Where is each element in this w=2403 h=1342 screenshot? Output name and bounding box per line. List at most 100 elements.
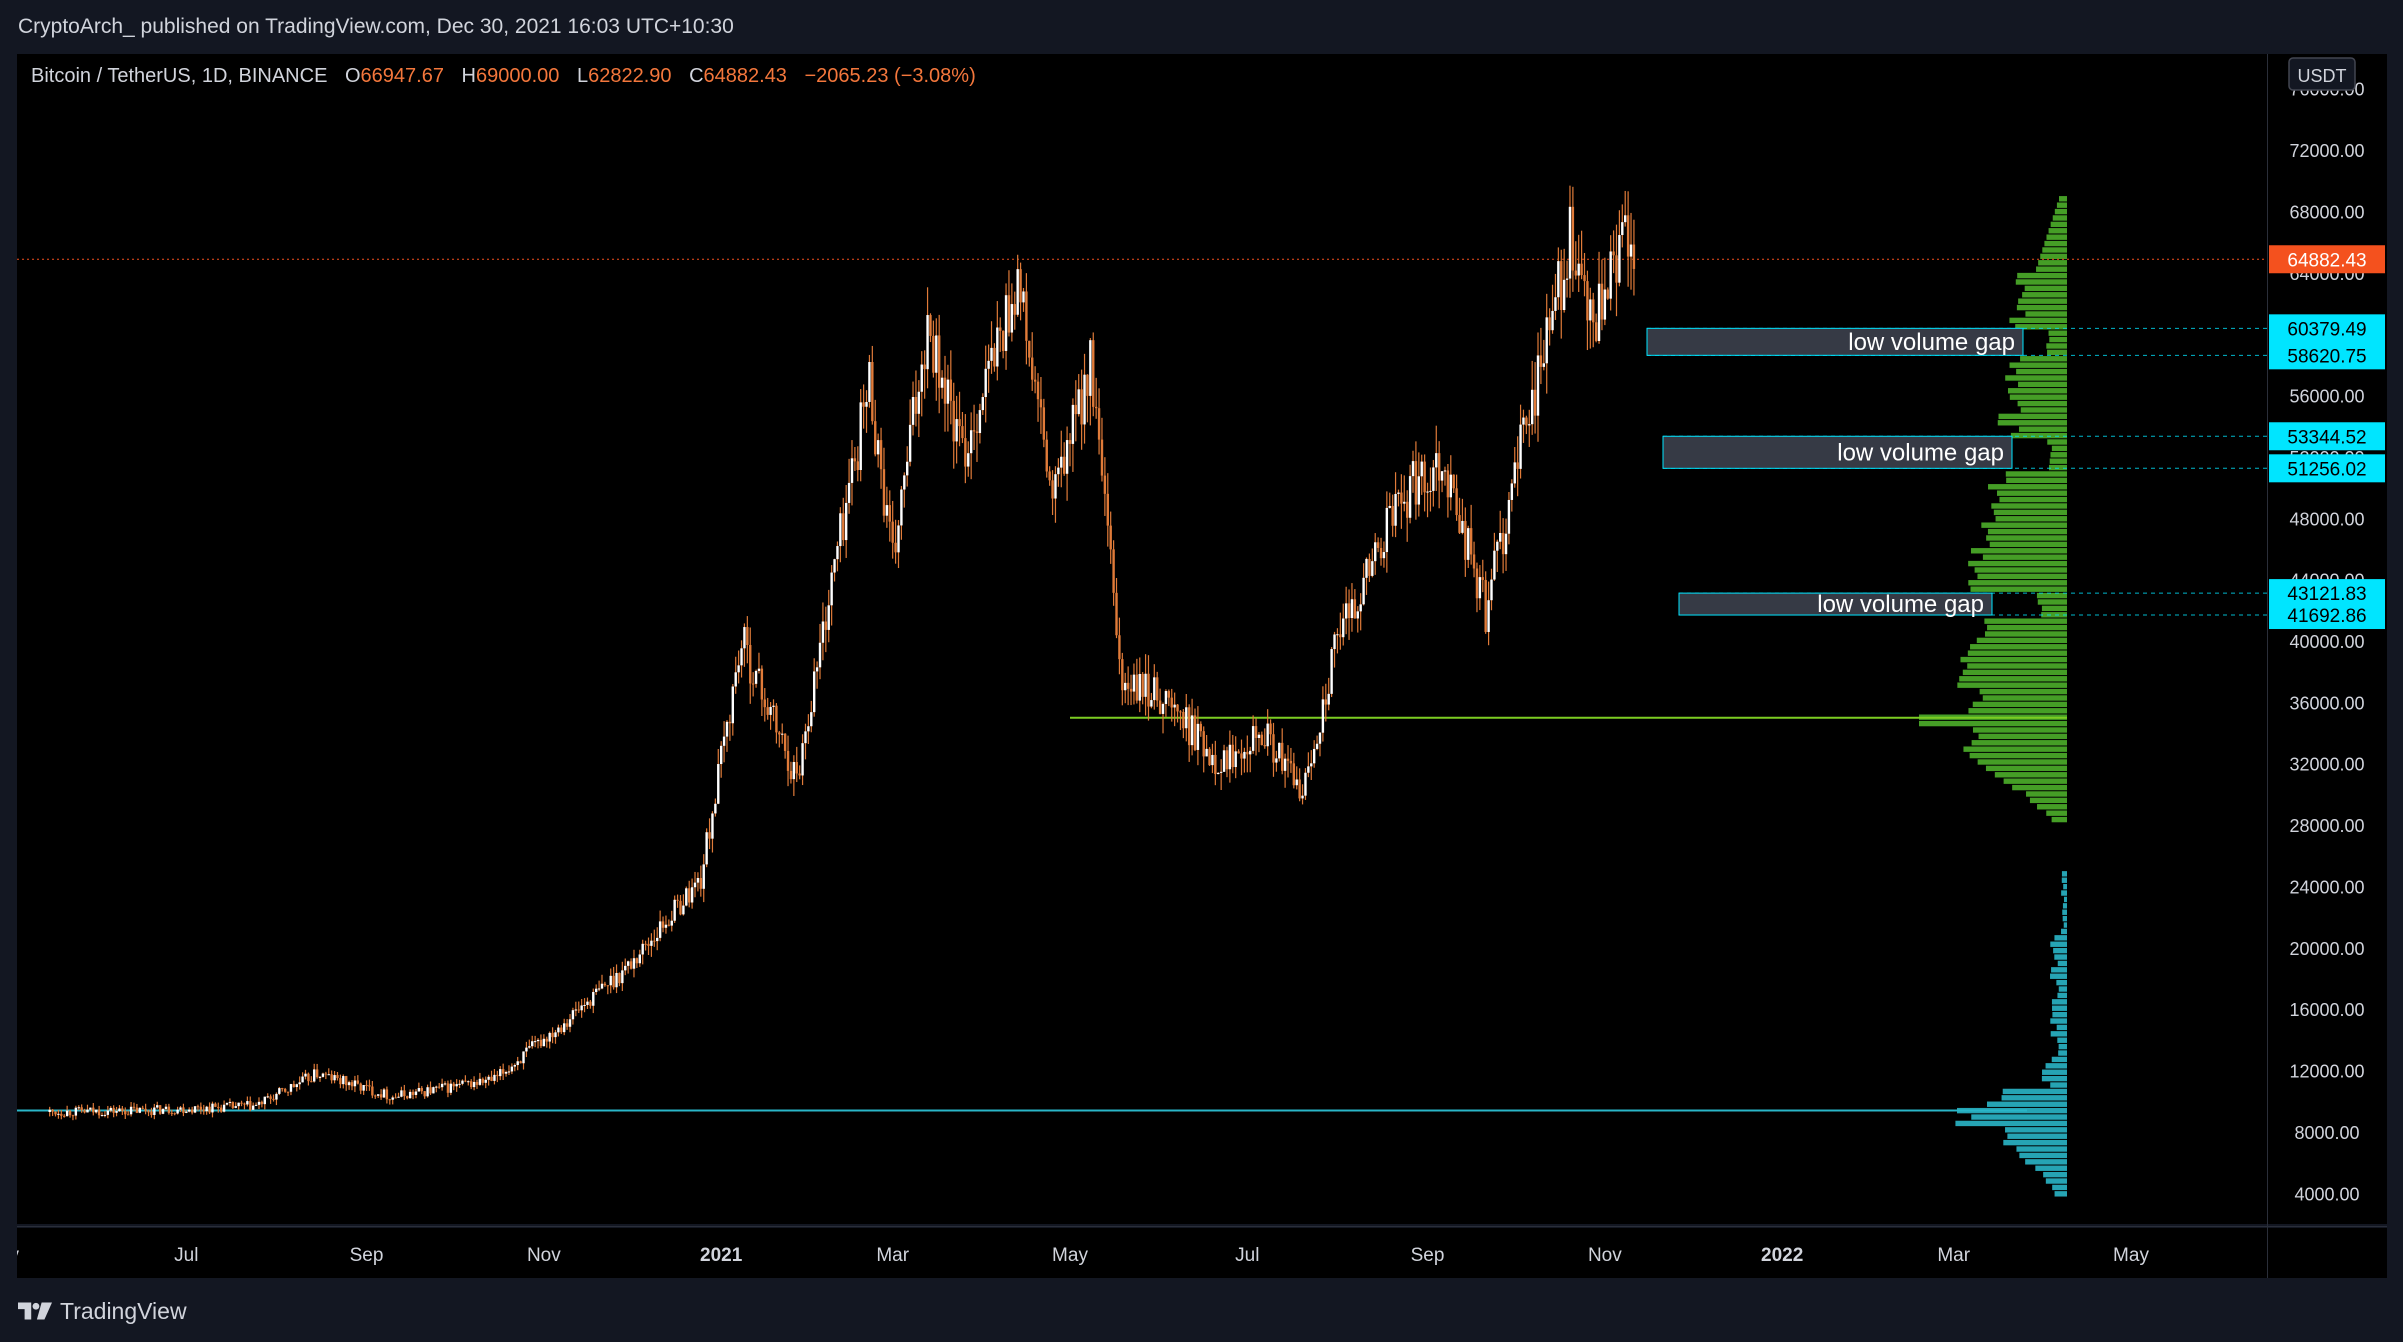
candle bbox=[871, 345, 874, 425]
candle bbox=[1312, 740, 1316, 768]
candle bbox=[1516, 436, 1519, 497]
candle bbox=[618, 972, 621, 987]
candle bbox=[103, 1110, 107, 1118]
volume-profile-bar bbox=[2050, 1031, 2067, 1037]
volume-profile-bar bbox=[2005, 471, 2067, 477]
candle bbox=[557, 1024, 560, 1037]
low-volume-gap-annotations[interactable]: low volume gap low volume gap low volume g… bbox=[1646, 327, 2267, 618]
candle bbox=[795, 746, 798, 783]
low-volume-gap[interactable]: low volume gap bbox=[1662, 435, 2267, 469]
chart-container[interactable]: low volume gap low volume gap low volume g… bbox=[0, 54, 2403, 1278]
candle bbox=[1536, 332, 1540, 442]
candle bbox=[71, 1114, 75, 1121]
candle bbox=[147, 1109, 150, 1117]
candle bbox=[975, 413, 979, 462]
volume-profile-bar bbox=[2047, 439, 2067, 445]
price-tick-label: 48000.00 bbox=[2289, 509, 2364, 529]
candle bbox=[499, 1066, 502, 1081]
candle bbox=[313, 1063, 316, 1083]
candle bbox=[1446, 463, 1450, 518]
candle bbox=[1051, 470, 1054, 516]
candle bbox=[1487, 581, 1490, 646]
candle bbox=[842, 497, 845, 547]
volume-profile-bar bbox=[2042, 1069, 2067, 1075]
gap-box[interactable] bbox=[1662, 435, 2013, 469]
gap-box[interactable] bbox=[1646, 327, 2024, 356]
candle bbox=[365, 1080, 368, 1091]
candle bbox=[984, 345, 987, 423]
candle bbox=[1190, 698, 1194, 756]
price-chart[interactable]: low volume gap low volume gap low volume g… bbox=[0, 54, 2403, 1278]
candle bbox=[310, 1076, 313, 1083]
candle bbox=[879, 427, 883, 489]
candle bbox=[1283, 753, 1287, 788]
candle bbox=[999, 317, 1002, 352]
volume-profile-bar bbox=[2056, 979, 2067, 986]
candle bbox=[638, 949, 641, 967]
candle bbox=[1281, 728, 1284, 775]
price-tick-label: 20000.00 bbox=[2289, 939, 2364, 959]
candle bbox=[734, 656, 737, 694]
volume-profile-bar bbox=[2063, 922, 2067, 928]
candle bbox=[1365, 557, 1368, 595]
volume-profile-bar bbox=[2045, 1178, 2067, 1184]
candle bbox=[272, 1094, 275, 1102]
candle bbox=[106, 1105, 110, 1119]
candle bbox=[1315, 735, 1319, 751]
candle bbox=[1211, 743, 1214, 774]
candle bbox=[679, 895, 682, 916]
candle bbox=[231, 1101, 235, 1109]
candle bbox=[1031, 332, 1034, 391]
candle bbox=[83, 1108, 86, 1114]
candle bbox=[554, 1029, 557, 1044]
low-volume-gap[interactable]: low volume gap bbox=[1646, 327, 2267, 356]
candle bbox=[1251, 715, 1255, 754]
candle bbox=[580, 998, 583, 1018]
candle bbox=[839, 507, 842, 563]
volume-profile-bar bbox=[2050, 221, 2067, 228]
candle bbox=[850, 440, 854, 506]
candle bbox=[1042, 398, 1046, 448]
candle bbox=[836, 541, 839, 572]
volume-profile-bar bbox=[1977, 573, 2067, 580]
volume-profile-bar bbox=[2062, 915, 2067, 922]
gap-label: low volume gap bbox=[1837, 439, 2004, 466]
candle bbox=[298, 1076, 301, 1090]
candle bbox=[135, 1103, 139, 1114]
gap-box[interactable] bbox=[1678, 592, 1993, 616]
volume-profile-bar bbox=[2046, 810, 2067, 816]
candle bbox=[60, 1110, 63, 1120]
low-volume-gap[interactable]: low volume gap bbox=[1678, 591, 2267, 618]
currency-badge[interactable]: USDT bbox=[2288, 57, 2356, 91]
volume-profile-bar bbox=[1962, 669, 2067, 676]
candle bbox=[1100, 417, 1104, 482]
plot-area[interactable] bbox=[17, 54, 2267, 1224]
candle bbox=[923, 350, 926, 399]
candle bbox=[74, 1105, 78, 1120]
candle bbox=[379, 1089, 383, 1100]
price-tick-label: 40000.00 bbox=[2289, 632, 2364, 652]
volume-profile-bar bbox=[2037, 599, 2067, 605]
candle bbox=[1144, 654, 1147, 716]
volume-profile-bar bbox=[2007, 1133, 2067, 1139]
horizontal-lines bbox=[17, 258, 2267, 1112]
candle bbox=[403, 1084, 406, 1100]
candle bbox=[1388, 492, 1391, 509]
candle bbox=[1560, 249, 1563, 339]
time-axis[interactable] bbox=[17, 1228, 2267, 1278]
candle bbox=[385, 1086, 389, 1104]
volume-profile-bar bbox=[2050, 1018, 2067, 1024]
candle bbox=[467, 1080, 470, 1086]
candle bbox=[1022, 287, 1025, 312]
candle bbox=[1304, 768, 1307, 800]
candle bbox=[458, 1079, 461, 1089]
candle bbox=[1499, 510, 1502, 550]
volume-profile bbox=[1919, 196, 2067, 1197]
volume-profile-bar bbox=[1968, 708, 2067, 714]
candle bbox=[728, 714, 732, 741]
candle bbox=[333, 1071, 336, 1084]
candle bbox=[344, 1075, 348, 1091]
candle bbox=[606, 985, 610, 995]
candle bbox=[844, 485, 848, 558]
candle bbox=[420, 1086, 423, 1095]
